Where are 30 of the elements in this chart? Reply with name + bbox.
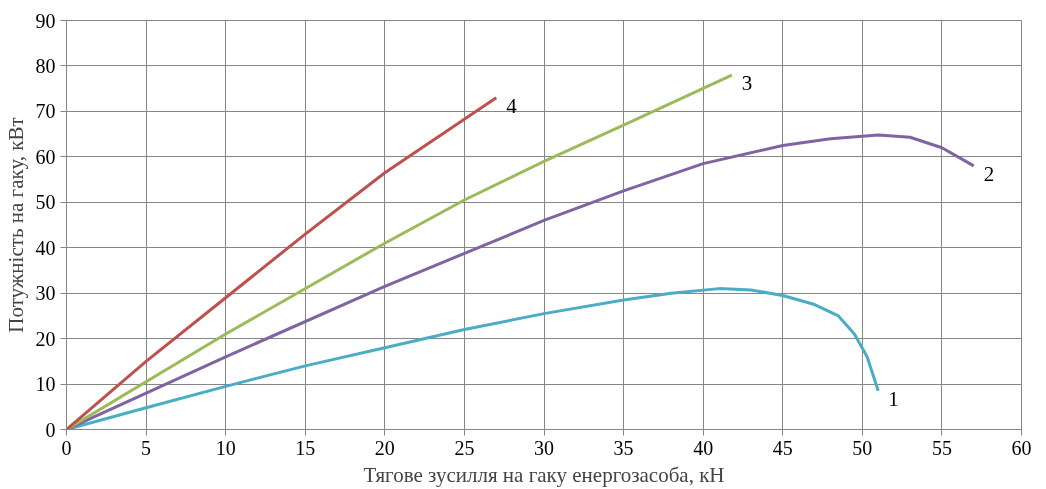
x-tick-label: 35: [613, 436, 634, 459]
series-label: 2: [983, 161, 995, 186]
y-tick-label: 60: [35, 145, 56, 168]
y-tick-label: 90: [35, 9, 56, 32]
x-tick-label: 10: [215, 436, 236, 459]
x-tick-label: 55: [931, 436, 952, 459]
x-tick-label: 15: [295, 436, 316, 459]
x-tick-label: 45: [772, 436, 793, 459]
y-axis-title: Потужність на гаку, кВт: [3, 117, 28, 333]
x-tick-label: 60: [1011, 436, 1032, 459]
series-label: 3: [741, 71, 753, 96]
x-tick-label: 40: [693, 436, 714, 459]
x-tick-label: 5: [141, 436, 152, 459]
y-tick-label: 40: [35, 236, 56, 259]
x-tick-label: 20: [374, 436, 395, 459]
series-label: 4: [506, 93, 518, 118]
x-tick-label: 0: [61, 436, 72, 459]
y-tick-label: 30: [35, 282, 56, 305]
x-axis-title: Тягове зусилля на гаку енергозасоба, кН: [363, 462, 725, 487]
line-series: [66, 96, 498, 430]
y-tick-label: 70: [35, 100, 56, 123]
y-tick-label: 50: [35, 191, 56, 214]
y-tick-label: 20: [35, 327, 56, 350]
series-label: 1: [888, 386, 899, 411]
x-tick-label: 50: [852, 436, 873, 459]
y-tick-label: 80: [35, 54, 56, 77]
y-tick-label: 0: [45, 418, 56, 441]
y-tick-label: 10: [35, 373, 56, 396]
x-tick-label: 30: [534, 436, 554, 459]
x-tick-label: 25: [454, 436, 475, 459]
